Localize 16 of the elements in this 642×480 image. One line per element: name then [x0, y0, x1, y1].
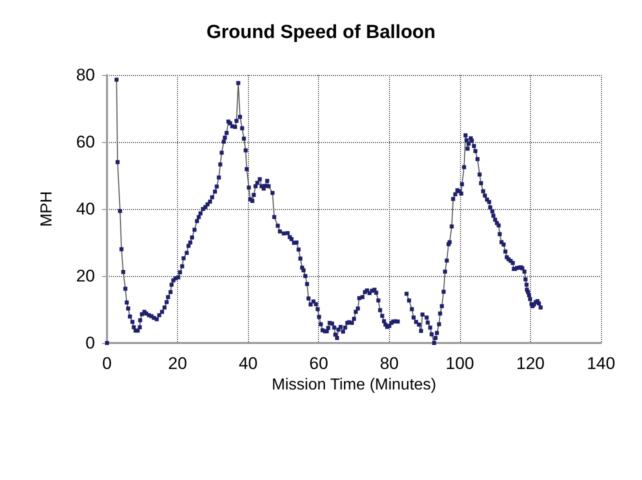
x-tick-label: 20 [168, 354, 188, 373]
x-tick-label: 60 [309, 354, 328, 373]
x-tick-label: 0 [102, 354, 112, 373]
x-tick-label: 80 [380, 354, 399, 373]
x-axis-title: Mission Time (Minutes) [272, 376, 436, 394]
x-tick-label: 100 [446, 354, 474, 373]
x-tick-label: 40 [238, 354, 258, 373]
y-tick-label: 80 [76, 66, 95, 84]
y-tick-label: 40 [76, 200, 95, 218]
y-tick-label: 0 [86, 334, 95, 352]
x-tick-label: 140 [586, 354, 616, 373]
y-tick-label: 20 [76, 266, 95, 286]
x-tick-label: 120 [516, 354, 545, 373]
y-tick-label: 60 [76, 132, 95, 152]
chart-title: Ground Speed of Balloon [206, 22, 436, 43]
y-axis-title: MPH [38, 191, 56, 227]
